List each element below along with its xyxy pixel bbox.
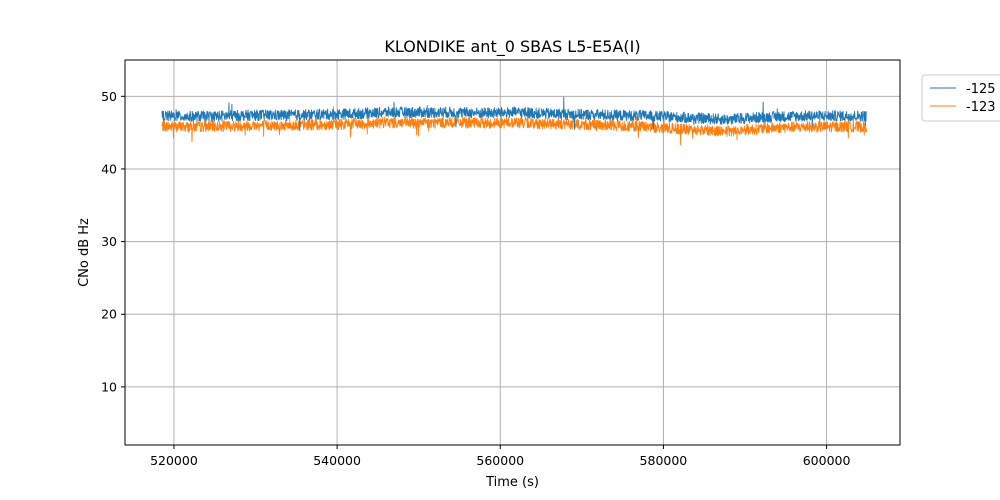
y-tick-label: 10 (101, 379, 117, 394)
legend-entry: -123 (966, 100, 996, 115)
grid (125, 60, 900, 445)
legend-box (921, 74, 1000, 122)
x-tick-label: 600000 (803, 453, 851, 468)
series-line--123 (161, 106, 867, 146)
plot-frame (124, 59, 901, 446)
y-axis-label: CNo dB Hz (77, 218, 92, 287)
x-tick-label: 520000 (150, 453, 198, 468)
x-tick-label: 580000 (640, 453, 688, 468)
ticks: 520000 540000 560000 580000 600000 10 20 30 40 50 (101, 89, 850, 468)
series-layer (161, 96, 867, 146)
legend: -125 -123 (921, 74, 1000, 122)
series-line--125 (161, 96, 867, 132)
x-axis-label: Time (s) (485, 475, 539, 490)
y-tick-label: 30 (101, 234, 117, 249)
chart-title: KLONDIKE ant_0 SBAS L5-E5A(I) (384, 37, 640, 57)
legend-entry: -125 (966, 82, 996, 97)
y-tick-label: 50 (101, 89, 117, 104)
y-tick-label: 20 (101, 307, 117, 322)
x-tick-label: 540000 (313, 453, 361, 468)
x-tick-label: 560000 (476, 453, 524, 468)
y-tick-label: 40 (101, 161, 117, 176)
